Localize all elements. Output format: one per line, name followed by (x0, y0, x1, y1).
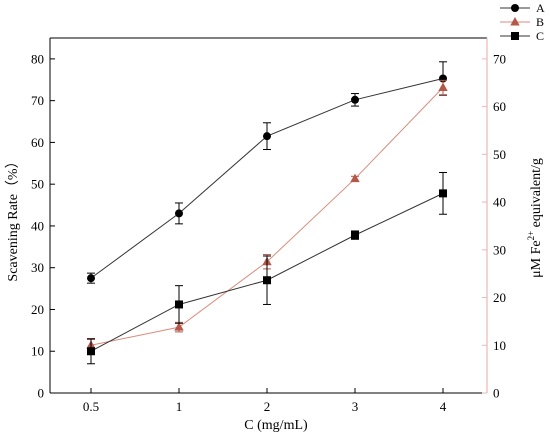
legend-b-marker (510, 17, 520, 26)
x-tick-label-2: 2 (264, 399, 271, 414)
right-axis-title-sup: 2+ (526, 231, 536, 241)
legend: ABC (500, 1, 545, 43)
legend-a-marker (511, 4, 519, 12)
left-tick-label-6: 60 (31, 135, 44, 150)
series-a-line (90, 78, 444, 279)
left-tick-label-7: 70 (31, 93, 44, 108)
series-b (86, 79, 448, 352)
series-a-point-3 (351, 95, 359, 104)
left-tick-label-3: 30 (31, 260, 44, 275)
x-axis-ticks: 0.5 1 2 3 4 (83, 388, 447, 414)
x-tick-label-1: 1 (176, 399, 183, 414)
right-tick-label-5: 50 (493, 147, 506, 162)
axes (49, 37, 488, 394)
left-tick-label-2: 20 (31, 302, 44, 317)
x-tick-label-0: 0.5 (83, 399, 99, 414)
legend-b-label: B (536, 15, 544, 29)
left-tick-label-5: 50 (31, 177, 44, 192)
x-tick-label-3: 3 (352, 399, 359, 414)
legend-c-label: C (536, 29, 544, 43)
right-axis-ticks: 0 10 20 30 40 50 60 70 (482, 51, 506, 401)
left-tick-label-4: 40 (31, 218, 44, 233)
right-tick-label-2: 20 (493, 290, 506, 305)
right-tick-label-4: 40 (493, 195, 506, 210)
legend-a-label: A (536, 1, 545, 15)
series-a-point-0 (87, 274, 95, 283)
series-a (87, 61, 447, 284)
left-tick-label-8: 80 (31, 51, 44, 66)
x-tick-label-4: 4 (440, 399, 447, 414)
x-axis-title: C (mg/mL) (244, 418, 308, 433)
right-axis-title-base: μM Fe (529, 240, 544, 277)
right-tick-label-1: 10 (493, 338, 506, 353)
left-tick-label-1: 10 (31, 344, 44, 359)
right-tick-label-0: 0 (493, 386, 500, 401)
left-tick-label-0: 0 (38, 386, 45, 401)
series-c-point-4 (439, 189, 447, 198)
series-c-point-1 (175, 300, 183, 309)
series-layer (86, 61, 448, 365)
series-c-point-0 (87, 347, 95, 356)
right-tick-label-6: 60 (493, 99, 506, 114)
series-c-point-3 (351, 231, 359, 240)
series-a-point-2 (263, 132, 271, 141)
series-b-point-1 (174, 322, 184, 331)
left-axis-ticks: 0 10 20 30 40 50 60 70 80 (31, 51, 55, 401)
left-axis-title: Scavening Rate（%） (5, 154, 21, 281)
series-a-point-1 (175, 209, 183, 218)
right-axis-title: μM Fe2+ equivalent/g (526, 158, 544, 278)
series-c (87, 171, 447, 365)
legend-c-marker (511, 32, 519, 40)
series-b-point-3 (350, 173, 360, 183)
series-c-point-2 (263, 276, 271, 285)
series-b-point-4 (438, 82, 448, 92)
right-tick-label-3: 30 (493, 242, 506, 257)
right-axis-title-tail: equivalent/g (529, 158, 544, 231)
right-tick-label-7: 70 (493, 51, 506, 66)
